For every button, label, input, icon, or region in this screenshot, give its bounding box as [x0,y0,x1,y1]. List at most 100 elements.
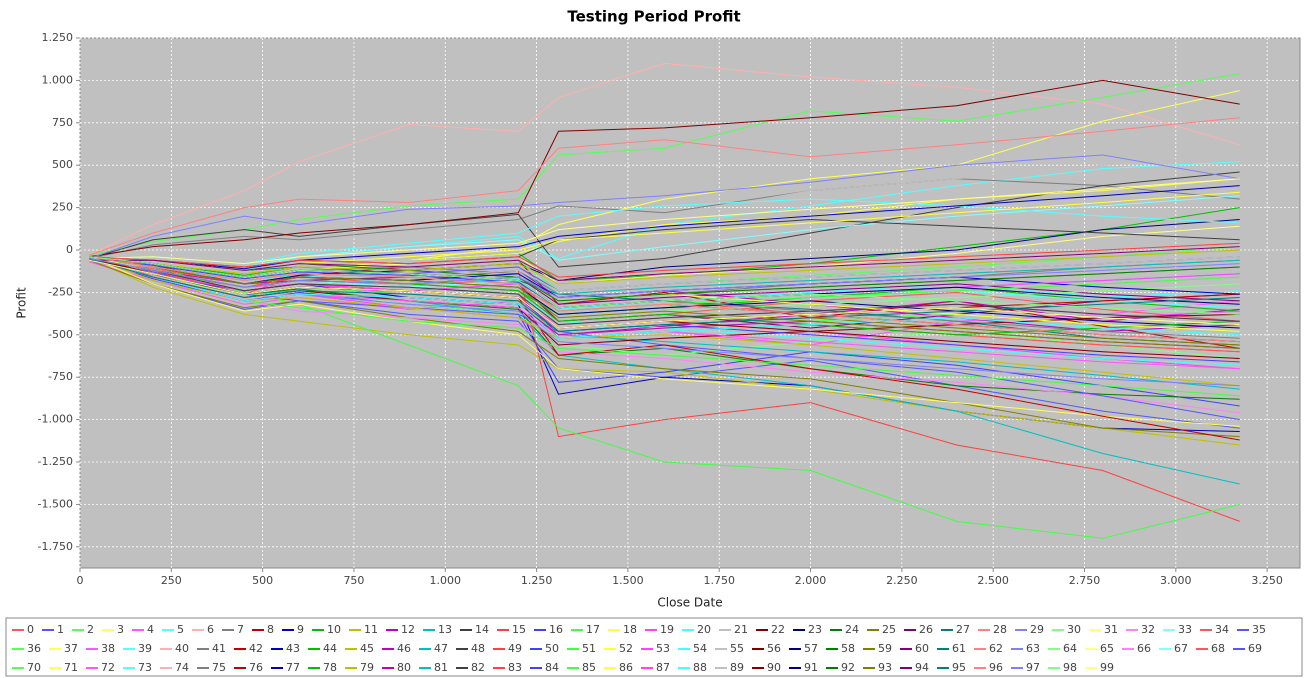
series-line [89,258,1240,299]
series-line [89,256,1240,343]
y-tick-label: -1.500 [38,497,73,510]
legend-label: 29 [1030,623,1044,636]
legend-label: 52 [619,642,633,655]
legend-label: 60 [915,642,929,655]
legend-label: 81 [434,661,448,674]
legend-label: 1 [57,623,64,636]
legend-label: 70 [27,661,41,674]
legend-label: 93 [878,661,892,674]
series-line [89,154,1240,268]
y-tick-label: 1.000 [42,73,74,86]
legend-label: 58 [841,642,855,655]
series-line [88,178,1240,259]
y-tick-label: -1.750 [38,540,73,553]
legend-label: 90 [767,661,781,674]
legend-label: 55 [730,642,744,655]
x-tick-label: 2.250 [886,574,918,587]
x-tick-label: 1.250 [521,574,553,587]
x-tick-label: 3.250 [1251,574,1283,587]
series-line [89,246,1240,282]
x-tick-label: 250 [161,574,182,587]
series-line [88,259,1240,329]
legend-label: 88 [693,661,707,674]
x-tick-label: 750 [343,574,364,587]
legend-label: 86 [619,661,633,674]
legend-label: 73 [138,661,152,674]
y-tick-label: 1.250 [42,31,74,44]
y-tick-label: -1.250 [38,455,73,468]
legend-label: 49 [508,642,522,655]
legend-label: 2 [87,623,94,636]
legend-label: 44 [323,642,337,655]
legend-label: 40 [175,642,189,655]
legend-label: 38 [101,642,115,655]
legend-label: 16 [549,623,563,636]
legend-label: 67 [1174,642,1188,655]
legend-label: 48 [471,642,485,655]
legend-label: 51 [582,642,596,655]
x-tick-label: 2.500 [977,574,1009,587]
series-line [88,259,1240,438]
legend-label: 3 [117,623,124,636]
legend-label: 35 [1252,623,1266,636]
legend-label: 95 [952,661,966,674]
legend-label: 12 [401,623,415,636]
y-tick-label: -1.000 [38,413,73,426]
legend-label: 71 [64,661,78,674]
legend-label: 65 [1100,642,1114,655]
series-line [88,256,1240,427]
legend-label: 63 [1026,642,1040,655]
legend-label: 76 [249,661,263,674]
legend-label: 69 [1248,642,1262,655]
y-tick-label: 750 [52,116,73,129]
legend-label: 74 [175,661,189,674]
legend-label: 97 [1026,661,1040,674]
legend-label: 37 [64,642,78,655]
y-tick-label: -250 [48,285,73,298]
legend-label: 19 [660,623,674,636]
legend-label: 72 [101,661,115,674]
legend-label: 21 [734,623,748,636]
legend-label: 61 [952,642,966,655]
series-line [89,185,1240,270]
legend-label: 53 [656,642,670,655]
legend-label: 34 [1215,623,1229,636]
series-line [88,256,1240,339]
legend-label: 64 [1063,642,1077,655]
legend-label: 59 [878,642,892,655]
y-tick-label: -500 [48,328,73,341]
legend-label: 45 [360,642,374,655]
legend-label: 18 [623,623,637,636]
legend-label: 89 [730,661,744,674]
series-line [89,256,1240,349]
legend-label: 66 [1137,642,1151,655]
legend-label: 47 [434,642,448,655]
legend-label: 77 [286,661,300,674]
legend-label: 50 [545,642,559,655]
legend-label: 25 [882,623,896,636]
series-line [88,258,1240,332]
series-line [89,242,1240,278]
legend-label: 27 [956,623,970,636]
legend-label: 6 [207,623,214,636]
legend-label: 62 [989,642,1003,655]
legend-label: 41 [212,642,226,655]
x-tick-label: 1.500 [612,574,644,587]
y-tick-label: -750 [48,370,73,383]
legend-label: 36 [27,642,41,655]
series-line [89,249,1240,285]
legend-label: 30 [1067,623,1081,636]
legend-label: 13 [438,623,452,636]
x-tick-label: 2.750 [1069,574,1101,587]
y-axis-label: Profit [15,287,29,319]
legend-label: 85 [582,661,596,674]
legend-label: 10 [327,623,341,636]
legend-label: 84 [545,661,559,674]
legend-label: 99 [1100,661,1114,674]
legend-label: 79 [360,661,374,674]
legend-label: 54 [693,642,707,655]
series-line [88,258,1240,446]
x-tick-label: 2.000 [795,574,827,587]
legend-label: 28 [993,623,1007,636]
